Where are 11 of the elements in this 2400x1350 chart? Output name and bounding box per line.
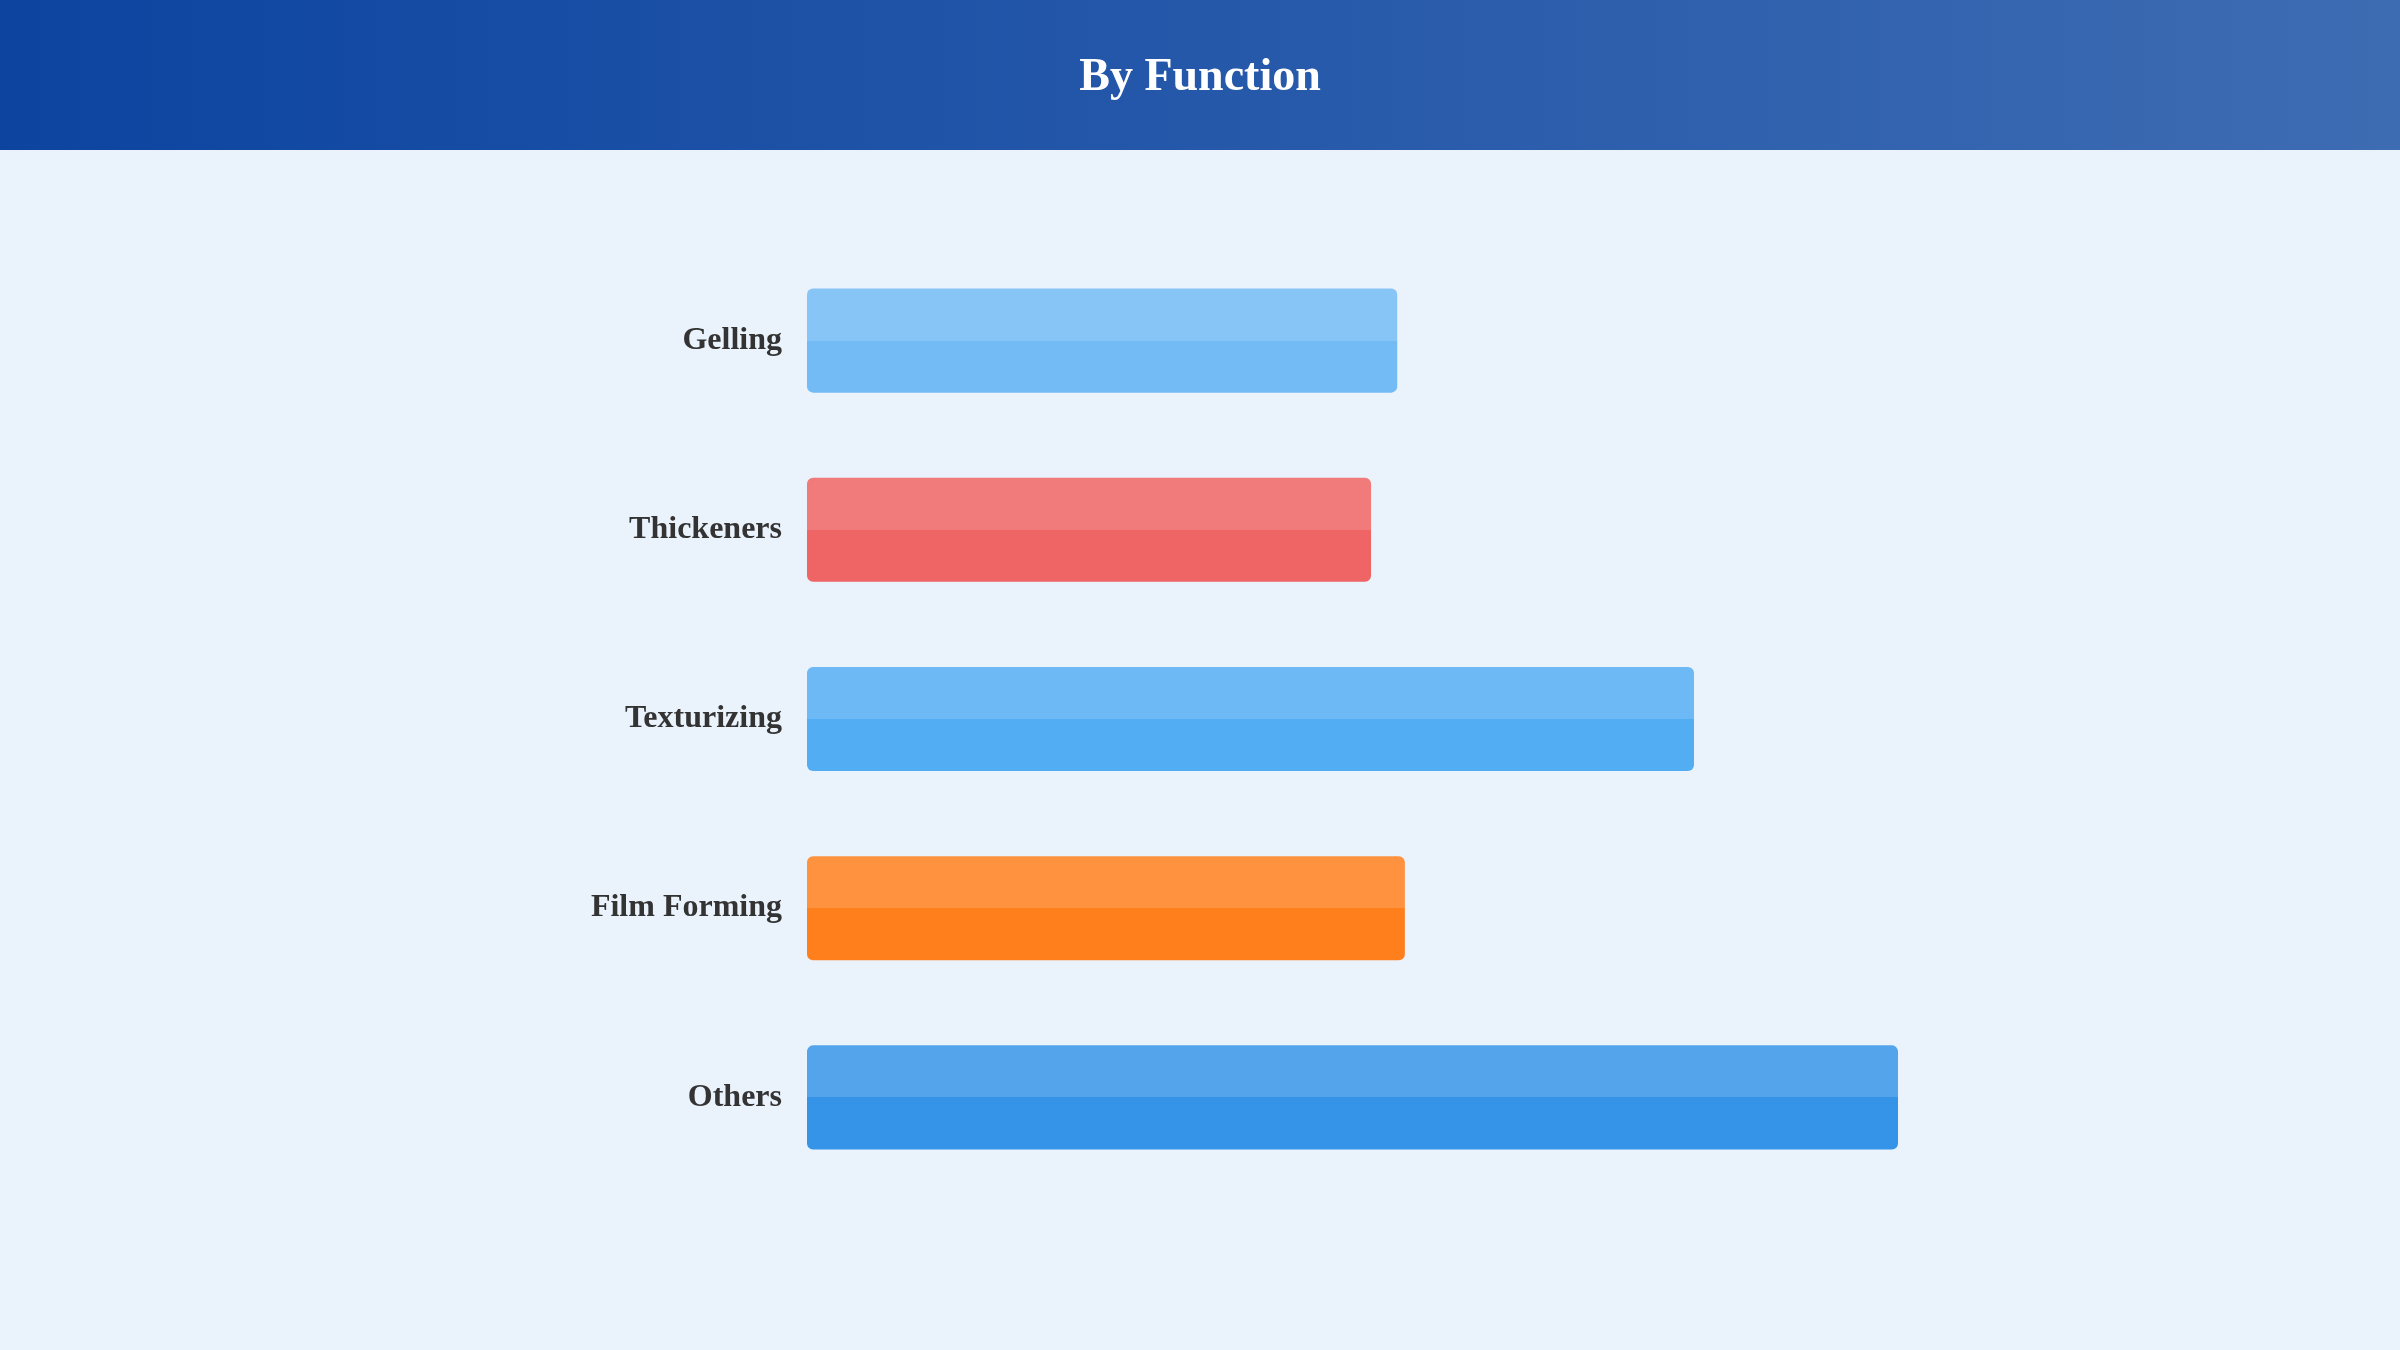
y-tick-label: Gelling	[682, 319, 782, 356]
bar	[807, 1045, 1898, 1150]
y-tick-label: Others	[687, 1076, 782, 1113]
y-tick-label: Thickeners	[629, 509, 782, 546]
chart-title: By Function	[1079, 48, 1321, 103]
y-tick-label: Film Forming	[590, 887, 782, 924]
y-tick-label: Texturizing	[624, 698, 782, 735]
bar	[807, 288, 1398, 393]
bar	[807, 856, 1405, 961]
bar	[807, 477, 1372, 582]
bar	[807, 666, 1694, 772]
